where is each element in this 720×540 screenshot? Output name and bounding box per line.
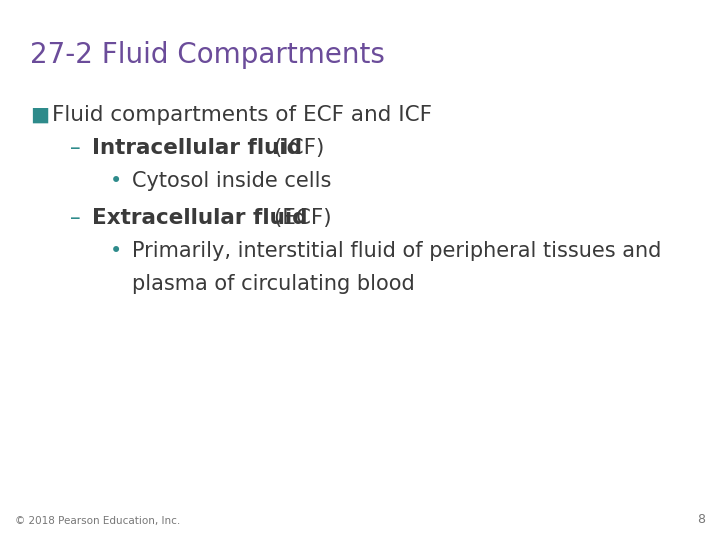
Text: Cytosol inside cells: Cytosol inside cells (132, 171, 331, 191)
Text: 8: 8 (697, 513, 705, 526)
Text: •: • (110, 171, 122, 191)
Text: Fluid compartments of ECF and ICF: Fluid compartments of ECF and ICF (52, 105, 432, 125)
Text: –: – (70, 138, 81, 158)
Text: plasma of circulating blood: plasma of circulating blood (132, 274, 415, 294)
Text: (ICF): (ICF) (267, 138, 324, 158)
Text: ■: ■ (30, 105, 49, 125)
Text: Extracellular fluid: Extracellular fluid (92, 208, 307, 228)
Text: 27-2 Fluid Compartments: 27-2 Fluid Compartments (30, 41, 385, 69)
Text: •: • (110, 241, 122, 261)
Text: (ECF): (ECF) (267, 208, 331, 228)
Text: Intracellular fluid: Intracellular fluid (92, 138, 302, 158)
Text: © 2018 Pearson Education, Inc.: © 2018 Pearson Education, Inc. (15, 516, 180, 526)
Text: –: – (70, 208, 81, 228)
Text: Primarily, interstitial fluid of peripheral tissues and: Primarily, interstitial fluid of periphe… (132, 241, 662, 261)
